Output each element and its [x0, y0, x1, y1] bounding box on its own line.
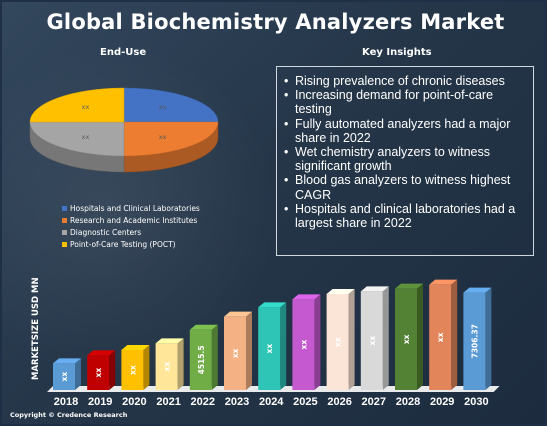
bar-data-label: xx — [368, 336, 377, 346]
bar — [224, 311, 252, 390]
x-tick-label: 2028 — [396, 396, 420, 408]
legend-label: Point-of-Care Testing (POCT) — [70, 239, 176, 249]
bar — [463, 287, 492, 390]
legend-label: Hospitals and Clinical Laboratories — [70, 203, 200, 213]
x-tick-label: 2020 — [122, 396, 146, 408]
legend-swatch — [62, 241, 67, 247]
x-tick-label: 2027 — [362, 396, 386, 408]
pie-slice-label: xx — [82, 133, 90, 141]
bar-data-label: xx — [60, 372, 69, 382]
pie-slice — [123, 121, 219, 157]
insight-item: Increasing demand for point-of-care test… — [284, 88, 527, 116]
bar-data-label: xx — [299, 340, 308, 350]
bar-data-label: xx — [128, 365, 137, 375]
pie-slice-label: xx — [159, 103, 167, 111]
bar — [258, 302, 287, 390]
insight-item: Hospitals and clinical laboratories had … — [284, 202, 527, 230]
x-tick-label: 2023 — [225, 396, 249, 408]
bar — [360, 286, 389, 390]
bar-data-label: 4515.5 — [197, 345, 206, 374]
bar — [121, 345, 150, 390]
bar — [155, 338, 184, 390]
legend-item: Hospitals and Clinical Laboratories — [62, 202, 200, 214]
legend-label: Research and Academic Institutes — [70, 215, 198, 225]
insight-item: Wet chemistry analyzers to witness signi… — [284, 145, 527, 173]
bar-data-label: xx — [265, 344, 274, 354]
pie-slice — [29, 121, 125, 157]
x-tick-label: 2026 — [327, 396, 351, 408]
x-tick-label: 2018 — [54, 396, 78, 408]
insight-item: Rising prevalence of chronic diseases — [284, 74, 527, 88]
bar — [326, 289, 355, 390]
key-insights-box: Rising prevalence of chronic diseases In… — [276, 66, 534, 256]
legend-label: Diagnostic Centers — [70, 227, 142, 237]
pie-legend: Hospitals and Clinical Laboratories Rese… — [62, 202, 200, 250]
legend-item: Point-of-Care Testing (POCT) — [62, 238, 200, 250]
legend-swatch — [62, 217, 67, 223]
pie-slice — [123, 87, 219, 123]
copyright-text: Copyright © Credence Research — [10, 411, 128, 419]
x-tick-label: 2024 — [259, 396, 284, 408]
x-tick-label: 2022 — [191, 396, 215, 408]
bar-data-label: xx — [334, 337, 343, 347]
bar-data-label: xx — [402, 334, 411, 344]
x-tick-label: 2030 — [464, 396, 488, 408]
x-tick-label: 2029 — [430, 396, 454, 408]
key-insights-heading: Key Insights — [362, 47, 432, 58]
bar — [292, 294, 321, 390]
legend-swatch — [62, 229, 67, 235]
bar-data-label: xx — [94, 368, 103, 378]
x-tick-label: 2025 — [293, 396, 317, 408]
bar-data-label: xx — [163, 362, 172, 372]
bar — [429, 279, 458, 390]
legend-item: Diagnostic Centers — [62, 226, 200, 238]
end-use-pie-chart: xx xx xx xx — [20, 64, 260, 199]
pie-slice-label: xx — [82, 103, 90, 111]
pie-slice — [29, 87, 125, 123]
bar — [395, 283, 423, 390]
bar — [53, 358, 81, 390]
x-tick-label: 2021 — [156, 396, 180, 408]
insight-item: Fully automated analyzers had a major sh… — [284, 117, 527, 145]
legend-item: Research and Academic Institutes — [62, 214, 200, 226]
bar — [189, 324, 218, 390]
bar-data-label: 7306.37 — [470, 324, 479, 358]
legend-swatch — [62, 205, 67, 211]
end-use-heading: End-Use — [100, 47, 147, 58]
bar-data-label: xx — [436, 332, 445, 342]
bar-data-label: xx — [231, 348, 240, 358]
page-title: Global Biochemistry Analyzers Market — [46, 10, 505, 34]
insights-list: Rising prevalence of chronic diseases In… — [283, 74, 527, 230]
pie-slice-label: xx — [159, 133, 167, 141]
insight-item: Blood gas analyzers to witness highest C… — [284, 173, 527, 201]
x-tick-label: 2019 — [88, 396, 112, 408]
bar — [87, 350, 116, 390]
